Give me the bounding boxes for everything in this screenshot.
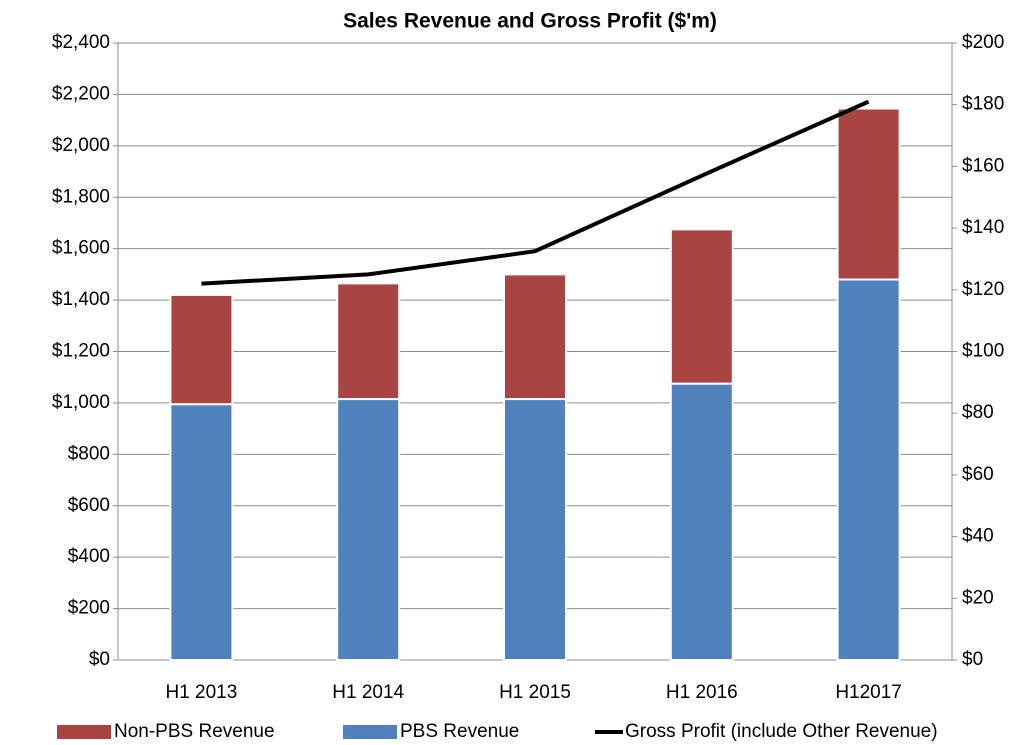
y-tick-label: $800 bbox=[68, 443, 110, 464]
x-tick-label: H1 2016 bbox=[666, 682, 738, 703]
y-tick-label: $400 bbox=[68, 546, 110, 567]
bar bbox=[503, 398, 567, 661]
y2-tick-label: $120 bbox=[962, 279, 1004, 300]
chart-title: Sales Revenue and Gross Profit ($'m) bbox=[343, 10, 717, 33]
y-tick-label: $1,000 bbox=[52, 392, 110, 413]
legend-swatch bbox=[57, 725, 111, 739]
line bbox=[201, 99, 870, 286]
y2-tick-label: $180 bbox=[962, 94, 1004, 115]
y-tick-label: $0 bbox=[89, 649, 110, 670]
bar bbox=[836, 107, 901, 281]
y-tick-label: $600 bbox=[68, 495, 110, 516]
legend-swatch bbox=[343, 725, 397, 739]
y-tick-label: $1,400 bbox=[52, 289, 110, 310]
bar bbox=[836, 278, 901, 661]
y-tick-label: $1,200 bbox=[52, 341, 110, 362]
y2-tick-label: $140 bbox=[962, 217, 1004, 238]
y2-tick-label: $0 bbox=[962, 649, 983, 670]
y-tick-label: $200 bbox=[68, 598, 110, 619]
legend-label: Non-PBS Revenue bbox=[114, 721, 275, 742]
y2-tick-label: $100 bbox=[962, 341, 1004, 362]
x-tick-label: H1 2015 bbox=[499, 682, 571, 703]
bar bbox=[336, 282, 401, 401]
bar bbox=[169, 403, 234, 661]
x-tick-label: H1 2014 bbox=[332, 682, 404, 703]
bar bbox=[336, 398, 401, 661]
y-tick-label: $2,200 bbox=[52, 83, 110, 104]
bar bbox=[169, 293, 234, 406]
y2-tick-label: $200 bbox=[962, 32, 1004, 53]
legend-label: PBS Revenue bbox=[400, 721, 519, 742]
bar bbox=[669, 382, 734, 661]
y2-tick-label: $40 bbox=[962, 526, 994, 547]
y-tick-label: $2,400 bbox=[52, 32, 110, 53]
y2-tick-label: $60 bbox=[962, 464, 994, 485]
y-tick-label: $2,000 bbox=[52, 135, 110, 156]
x-tick-label: H1 2013 bbox=[165, 682, 237, 703]
y-tick-label: $1,600 bbox=[52, 238, 110, 259]
bar bbox=[669, 228, 734, 385]
y2-tick-label: $20 bbox=[962, 587, 994, 608]
y2-tick-label: $160 bbox=[962, 155, 1004, 176]
y2-tick-label: $80 bbox=[962, 402, 994, 423]
legend-label: Gross Profit (include Other Revenue) bbox=[625, 721, 938, 742]
x-tick-label: H12017 bbox=[835, 682, 902, 703]
y-tick-label: $1,800 bbox=[52, 186, 110, 207]
bar bbox=[503, 273, 567, 401]
